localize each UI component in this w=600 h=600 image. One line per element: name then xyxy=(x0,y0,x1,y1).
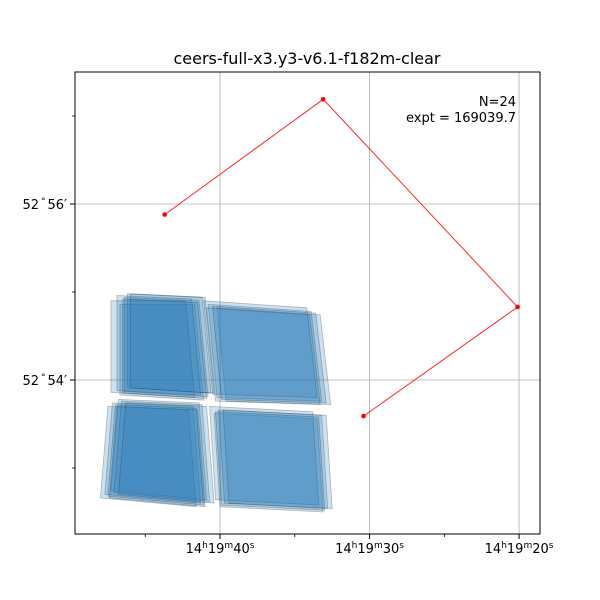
footprint xyxy=(218,409,329,509)
footprint xyxy=(207,303,323,402)
x-tick-labels: 14h19m40s 14h19m30s 14h19m20s xyxy=(186,541,554,557)
footprint xyxy=(126,293,212,394)
footprint xyxy=(215,411,326,511)
footprint xyxy=(117,402,215,504)
footprints xyxy=(99,293,333,513)
footprint xyxy=(116,295,202,396)
footprint xyxy=(216,307,332,406)
footprint xyxy=(119,303,205,401)
footprint xyxy=(110,398,208,501)
footprint xyxy=(203,300,318,399)
footprint xyxy=(209,405,320,506)
outline-vertex xyxy=(320,96,326,102)
y-tick-labels: 52 ° 56′ 52 ° 54′ xyxy=(22,197,67,389)
outline-vertex xyxy=(361,413,366,419)
footprint xyxy=(104,402,202,504)
chart-title: ceers-full-x3.y3-v6.1-f182m-clear xyxy=(173,49,440,68)
footprint xyxy=(212,305,327,404)
footprint xyxy=(123,296,209,398)
x-tick-label: 14h19m30s xyxy=(335,541,404,557)
x-tick-label: 14h19m40s xyxy=(186,541,255,557)
field-outline xyxy=(162,96,520,419)
annotation-count: N=24 xyxy=(479,95,516,110)
footprint xyxy=(122,298,208,399)
y-tick-label: 52 ° 54′ xyxy=(22,373,67,389)
footprint xyxy=(222,409,333,509)
footprint xyxy=(129,293,215,394)
footprint xyxy=(206,307,321,406)
plot-frame xyxy=(74,71,541,535)
outline-vertex xyxy=(162,212,168,217)
footprint xyxy=(107,404,205,506)
footprint xyxy=(110,300,196,399)
annotation-exptime: expt = 169039.7 xyxy=(406,111,516,126)
outline-vertex xyxy=(515,304,520,310)
outline-line xyxy=(164,98,519,417)
footprint xyxy=(99,405,197,508)
footprint xyxy=(108,405,206,508)
x-tick-label: 14h19m20s xyxy=(485,541,554,557)
ticks xyxy=(70,115,520,539)
footprint xyxy=(113,400,211,502)
footprint xyxy=(213,412,324,513)
y-tick-label: 52 ° 56′ xyxy=(22,197,67,213)
